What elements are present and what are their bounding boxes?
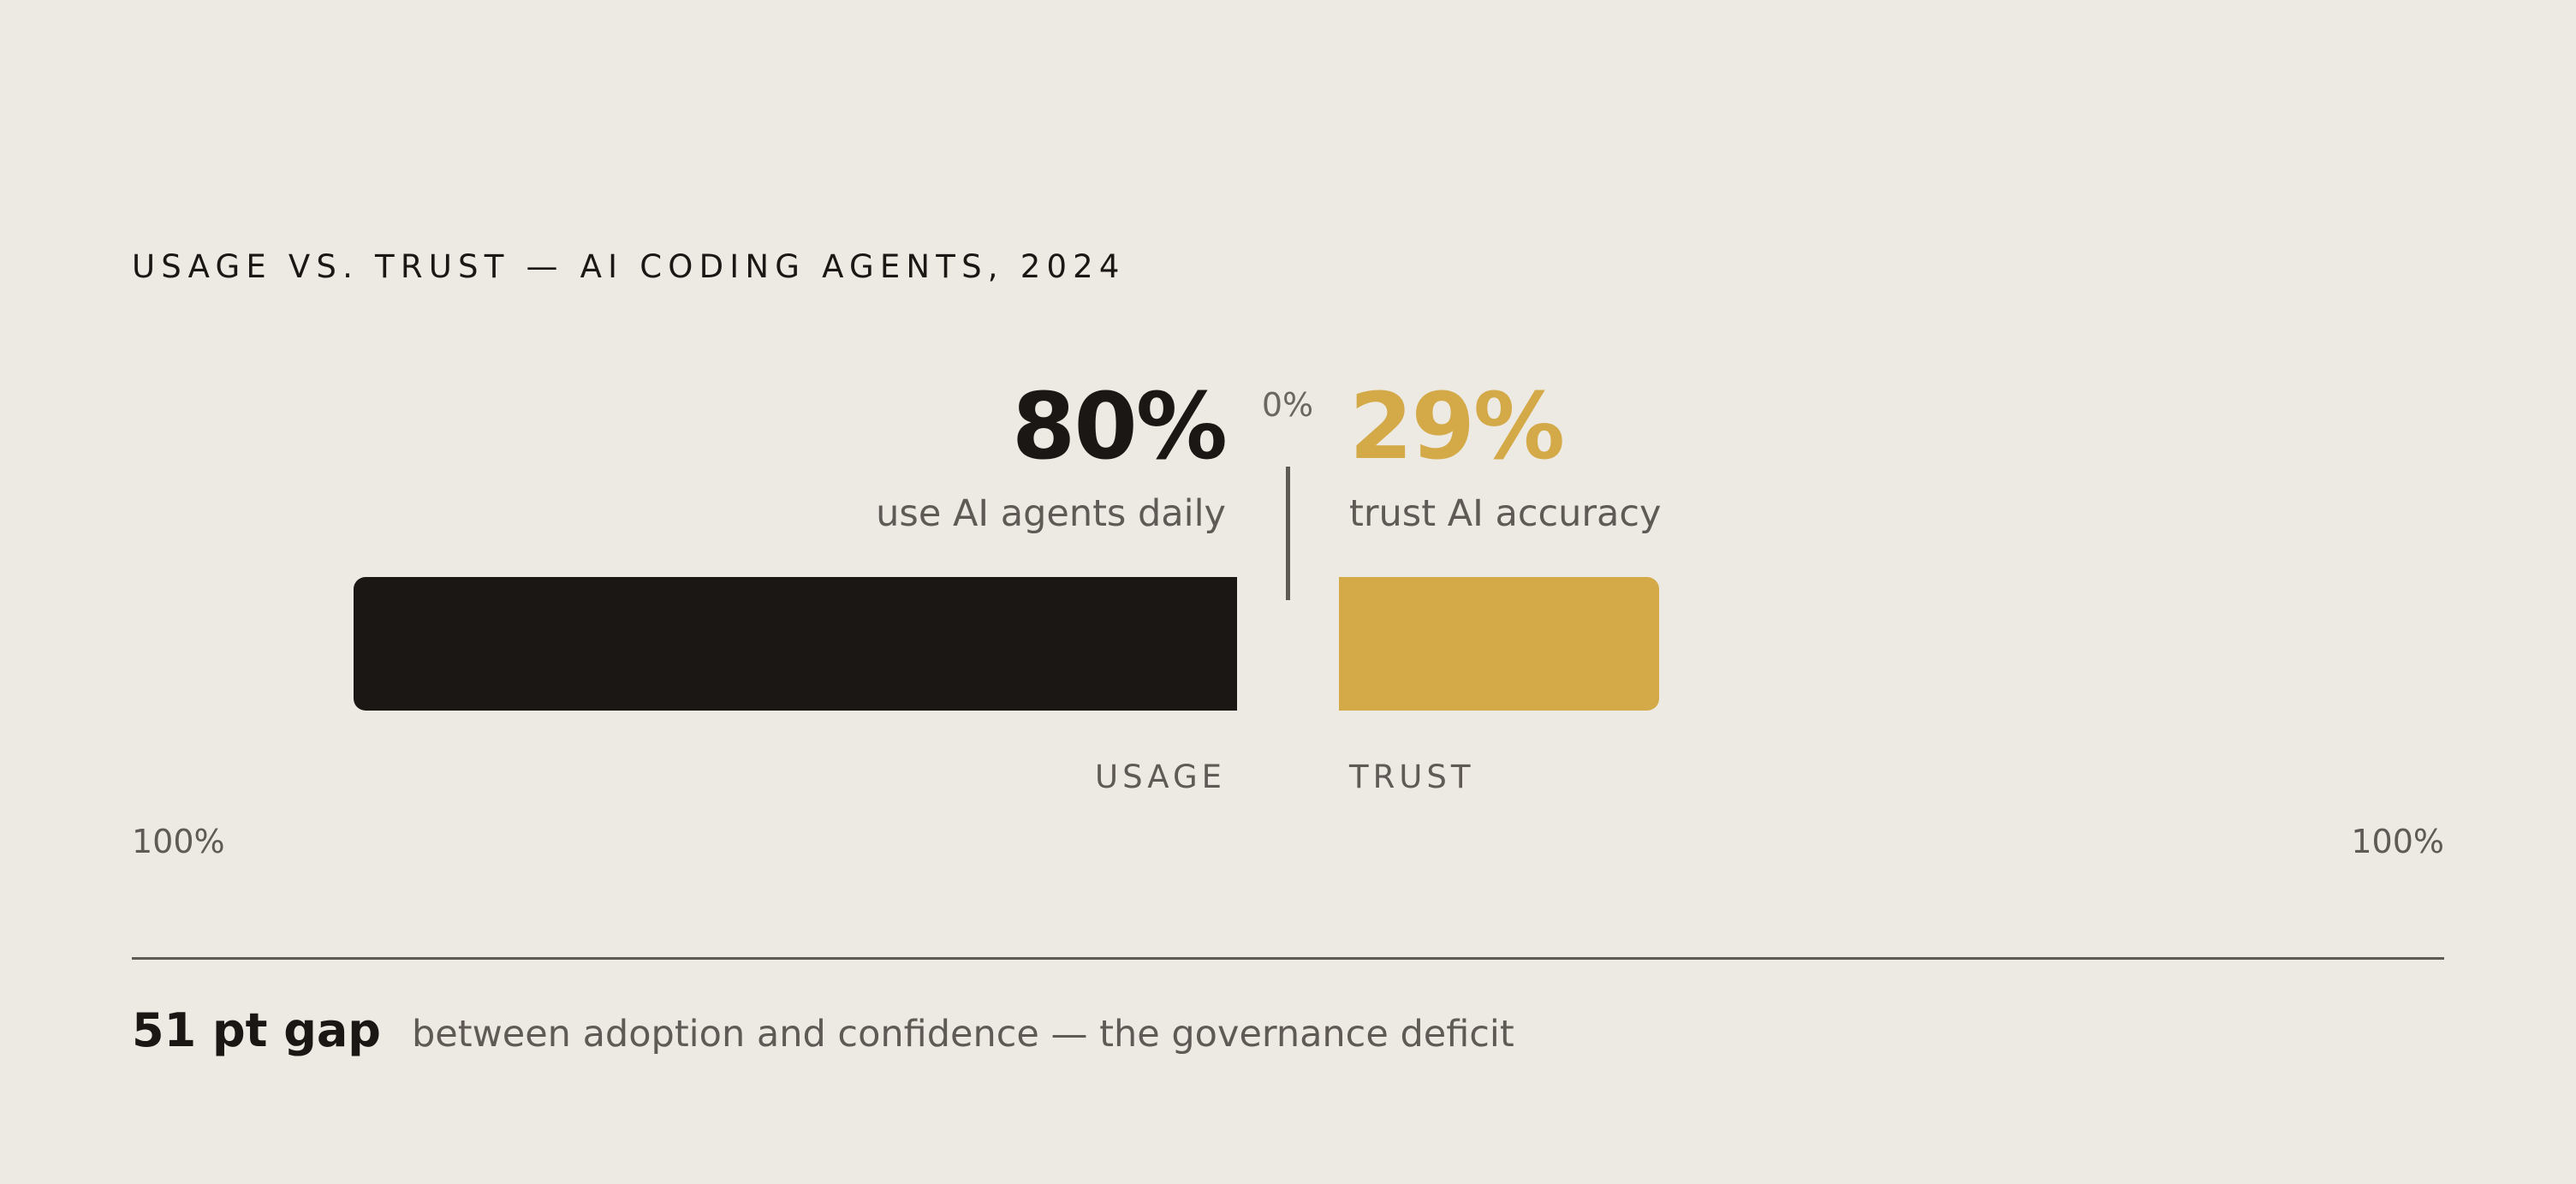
gap-highlight: 51 pt gap (132, 1003, 381, 1057)
trust-bar (1339, 577, 1660, 711)
chart-title: USAGE VS. TRUST — AI CODING AGENTS, 2024 (132, 248, 1126, 285)
footer: 51 pt gap between adoption and confidenc… (132, 1003, 1514, 1062)
usage-value-label: 80% (1011, 374, 1228, 480)
trust-value-label: 29% (1349, 374, 1565, 480)
usage-description: use AI agents daily (876, 492, 1226, 535)
trust-description: trust AI accuracy (1349, 492, 1662, 535)
axis-left-max-label: 100% (132, 823, 225, 860)
footer-divider (132, 957, 2444, 960)
axis-right-max-label: 100% (2351, 823, 2444, 860)
gap-description: between adoption and confidence — the go… (411, 1013, 1514, 1056)
usage-bar (354, 577, 1237, 711)
usage-category-label: USAGE (1095, 759, 1226, 795)
trust-category-label: TRUST (1349, 759, 1475, 795)
center-axis-line (1286, 467, 1290, 600)
center-zero-label: 0% (1261, 386, 1314, 424)
